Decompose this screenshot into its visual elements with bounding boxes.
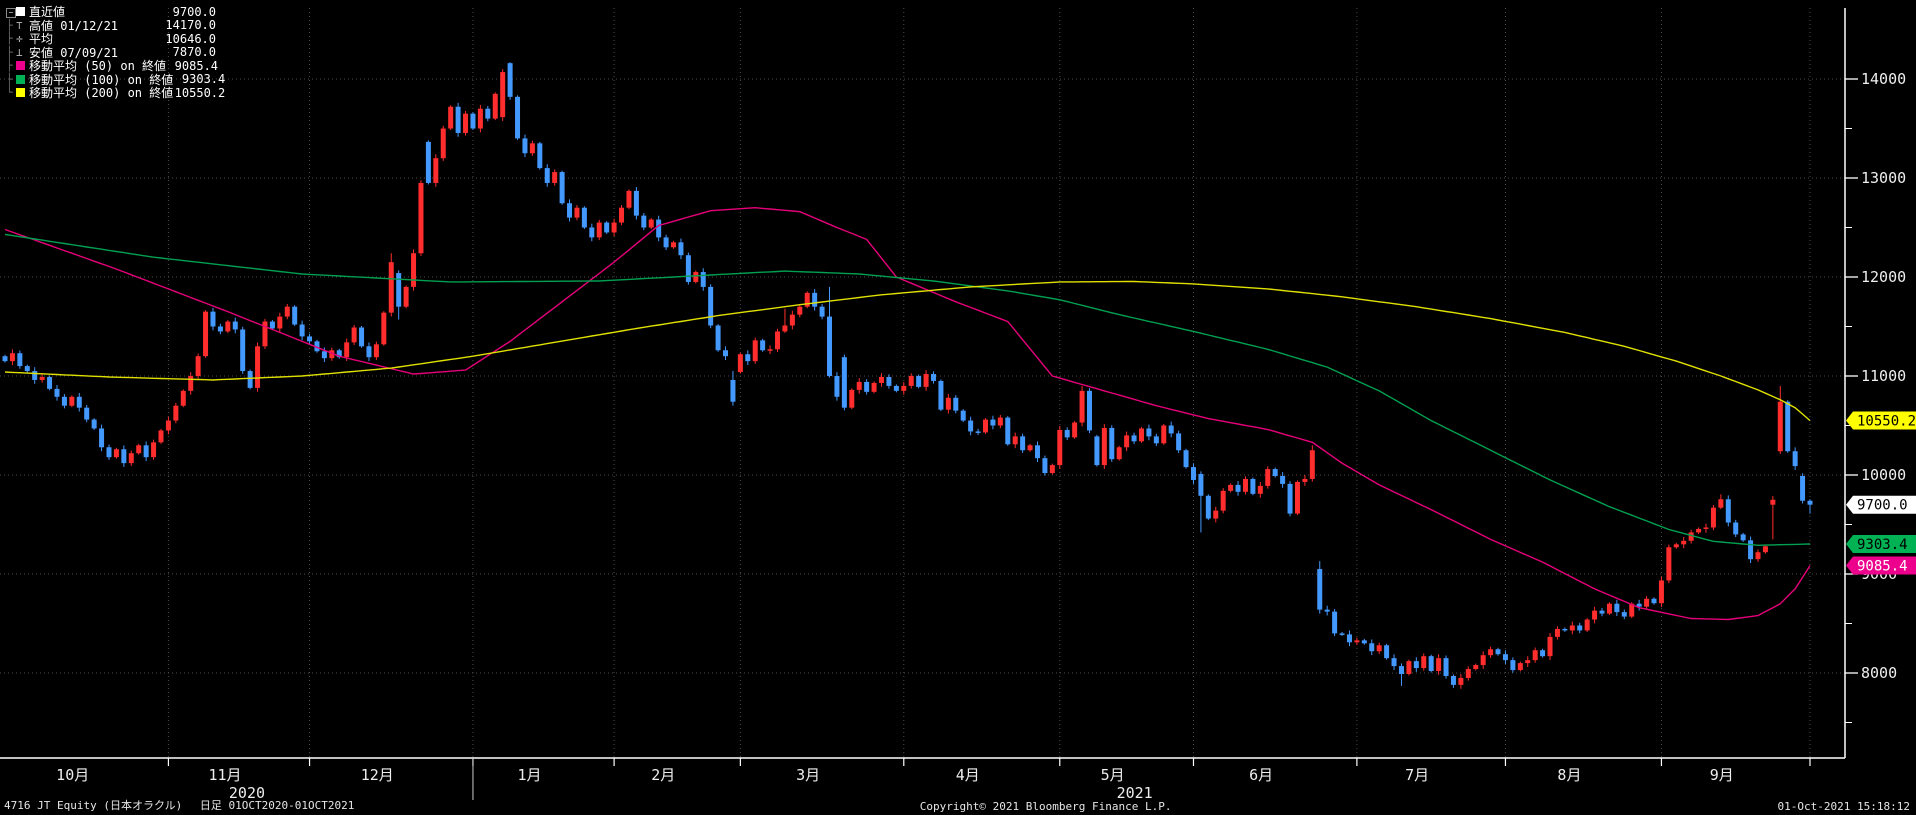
- ma50-swatch-icon: [16, 61, 29, 71]
- ma200-swatch-icon: [16, 88, 29, 98]
- svg-text:12月: 12月: [361, 766, 394, 784]
- svg-text:1月: 1月: [518, 766, 542, 784]
- svg-text:9303.4: 9303.4: [1857, 537, 1908, 553]
- legend-row-ma100[interactable]: ├ 移動平均 (100) on 終値 9303.4: [6, 72, 226, 87]
- svg-text:10月: 10月: [56, 766, 89, 784]
- svg-text:12000: 12000: [1861, 268, 1906, 286]
- svg-text:2020: 2020: [229, 784, 265, 802]
- last-price-swatch-icon: [16, 7, 29, 17]
- legend-value: 9303.4: [181, 72, 226, 87]
- svg-text:9085.4: 9085.4: [1857, 559, 1908, 575]
- svg-text:2月: 2月: [651, 766, 675, 784]
- legend-label: 高値 01/12/21: [29, 18, 119, 33]
- svg-text:13000: 13000: [1861, 169, 1906, 187]
- svg-text:8000: 8000: [1861, 664, 1897, 682]
- ma100-swatch-icon: [16, 74, 29, 84]
- svg-text:11000: 11000: [1861, 367, 1906, 385]
- svg-text:10550.2: 10550.2: [1857, 414, 1916, 430]
- legend-value: 14170.0: [165, 18, 216, 33]
- legend-row-ma50[interactable]: ├ 移動平均 (50) on 終値 9085.4: [6, 58, 219, 74]
- average-marker-icon: ✛: [16, 32, 23, 46]
- svg-text:2021: 2021: [1117, 784, 1153, 802]
- low-marker-icon: ⊥: [16, 45, 23, 59]
- svg-text:9月: 9月: [1710, 766, 1734, 784]
- legend-row-low[interactable]: ├ ⊥ 安値 07/09/21 7870.0: [6, 45, 216, 60]
- timestamp: 01-Oct-2021 15:18:12: [1777, 800, 1910, 813]
- legend-value: 10646.0: [165, 31, 216, 46]
- legend-value: 7870.0: [172, 45, 216, 60]
- svg-text:9700.0: 9700.0: [1857, 498, 1908, 514]
- svg-text:14000: 14000: [1861, 70, 1906, 88]
- legend-row-average[interactable]: ├ ✛ 平均 10646.0: [6, 31, 216, 47]
- legend-label: 移動平均 (50) on 終値: [29, 59, 167, 74]
- legend-value: 9700.0: [172, 4, 216, 19]
- svg-text:8月: 8月: [1557, 766, 1581, 784]
- legend-row-high[interactable]: ├ ⊤ 高値 01/12/21 14170.0: [6, 18, 216, 33]
- copyright-notice: Copyright© 2021 Bloomberg Finance L.P.: [919, 800, 1172, 813]
- legend-label: 移動平均 (100) on 終値: [29, 72, 174, 87]
- legend-label: 直近値: [29, 5, 66, 20]
- legend-value: 10550.2: [174, 85, 226, 100]
- svg-text:6月: 6月: [1249, 766, 1273, 784]
- legend-collapse-icon[interactable]: −: [6, 5, 16, 19]
- legend-value: 9085.4: [174, 58, 219, 73]
- security-description: 4716 JT Equity (日本オラクル) 日足 01OCT2020-01O…: [4, 799, 355, 812]
- high-marker-icon: ⊤: [16, 18, 23, 32]
- svg-text:10000: 10000: [1861, 466, 1906, 484]
- svg-text:11月: 11月: [208, 766, 241, 784]
- legend-row-ma200[interactable]: └ 移動平均 (200) on 終値 10550.2: [6, 85, 226, 101]
- chart-legend: − 直近値 9700.0 ├ ⊤ 高値 01/12/21 14170.0 ├ ✛…: [6, 5, 226, 101]
- legend-row-last-price[interactable]: − 直近値 9700.0: [6, 5, 216, 19]
- svg-text:3月: 3月: [796, 766, 820, 784]
- svg-text:4月: 4月: [956, 766, 980, 784]
- svg-text:5月: 5月: [1101, 766, 1125, 784]
- legend-label: 平均: [29, 32, 54, 47]
- svg-text:7月: 7月: [1405, 766, 1429, 784]
- legend-label: 移動平均 (200) on 終値: [29, 86, 174, 101]
- legend-label: 安値 07/09/21: [29, 45, 119, 60]
